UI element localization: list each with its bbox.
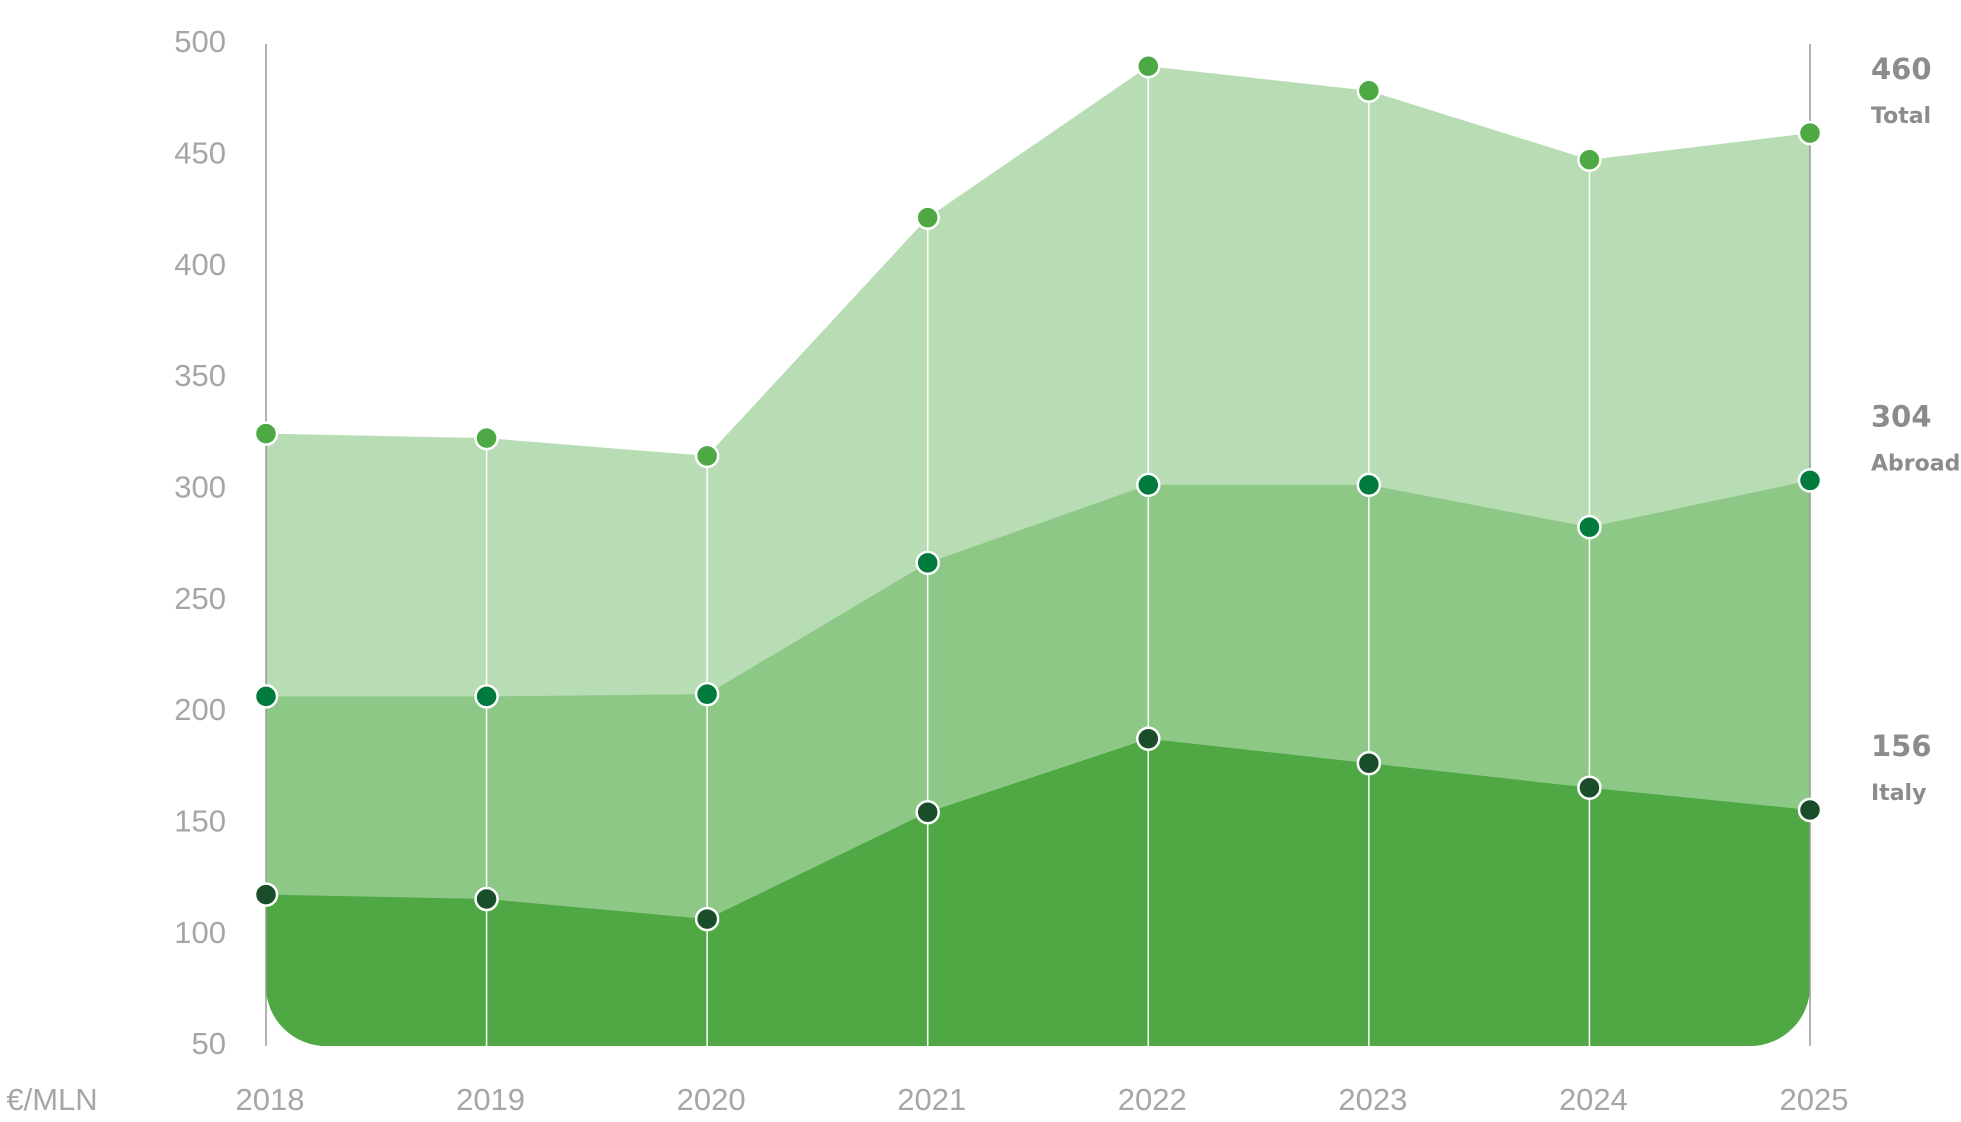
marker [474, 425, 499, 451]
marker [1136, 726, 1161, 751]
marker [253, 684, 279, 709]
x-tick-label: 2021 [897, 1082, 966, 1117]
marker [694, 443, 720, 469]
x-tick-label: 2018 [236, 1082, 305, 1117]
x-tick-label: 2020 [677, 1082, 746, 1117]
y-tick-label: 100 [174, 915, 226, 950]
legend-label: Total [1871, 104, 1931, 129]
x-tick-label: 2023 [1338, 1082, 1407, 1117]
marker [1136, 54, 1161, 79]
y-tick-label: 300 [174, 470, 226, 505]
marker [1356, 750, 1382, 776]
marker [1797, 797, 1823, 823]
marker [694, 906, 720, 932]
y-tick-label: 450 [174, 136, 226, 171]
marker [1356, 78, 1382, 104]
marker [1797, 468, 1823, 493]
marker [474, 886, 499, 912]
area [266, 738, 1810, 1046]
end-value-label: 304 [1871, 399, 1932, 433]
y-tick-label: 150 [174, 804, 226, 839]
y-tick-label: 250 [174, 581, 226, 616]
legend-label: Italy [1871, 781, 1926, 806]
x-tick-label: 2025 [1780, 1082, 1849, 1117]
x-tick-label: 2022 [1118, 1082, 1187, 1117]
marker [1136, 472, 1161, 498]
marker [1356, 472, 1382, 498]
marker [1577, 147, 1602, 173]
marker [915, 799, 940, 825]
legend-label: Abroad [1871, 451, 1960, 476]
y-tick-label: 50 [192, 1026, 226, 1061]
marker [915, 550, 940, 576]
marker [1797, 120, 1823, 146]
marker [694, 681, 720, 707]
end-value-label: 156 [1871, 729, 1932, 763]
marker [915, 205, 940, 230]
y-tick-label: 400 [174, 247, 226, 282]
marker [253, 421, 279, 446]
end-value-label: 460 [1871, 52, 1932, 86]
y-tick-label: 200 [174, 692, 226, 727]
marker [253, 882, 279, 907]
marker [1577, 514, 1602, 540]
y-axis-label: €/MLN [6, 1082, 97, 1117]
areas [266, 44, 1810, 1046]
marker [1577, 775, 1602, 800]
y-tick-label: 500 [174, 24, 226, 59]
x-tick-label: 2024 [1559, 1082, 1628, 1117]
x-tick-label: 2019 [456, 1082, 525, 1117]
y-tick-label: 350 [174, 358, 226, 393]
marker [474, 684, 499, 709]
